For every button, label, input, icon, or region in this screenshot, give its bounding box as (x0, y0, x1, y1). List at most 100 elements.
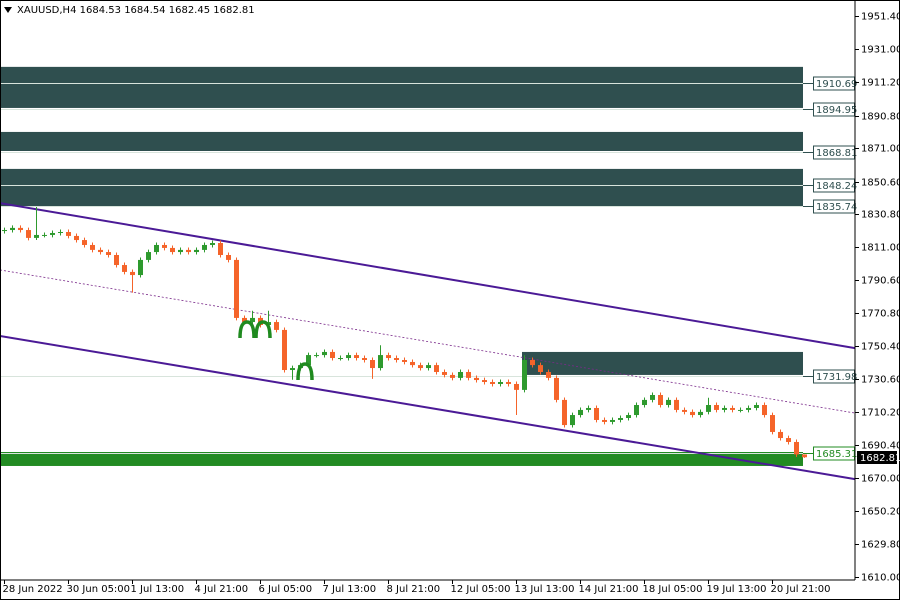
y-tick-label: 1610.00 (861, 573, 900, 584)
candle-body (370, 359, 375, 369)
candle-body (146, 252, 151, 260)
x-tick-label: 4 Jul 21:00 (195, 584, 249, 595)
candle-body (234, 259, 239, 318)
x-tick-label: 6 Jul 05:00 (259, 584, 313, 595)
candle-body (522, 359, 527, 390)
candle-body (314, 355, 319, 357)
candle-body (442, 371, 447, 375)
candle-body (770, 415, 775, 432)
candle-body (466, 371, 471, 378)
candle-body (554, 377, 559, 400)
zone (0, 66, 803, 108)
candle-body (714, 405, 719, 410)
candles (2, 207, 807, 458)
candle-body (322, 351, 327, 356)
candle-body (658, 394, 663, 406)
y-tick-label: 1951.40 (861, 12, 900, 23)
candle-body (74, 235, 79, 241)
zone (0, 168, 803, 207)
candle-body (626, 415, 631, 418)
y-tick-label: 1911.20 (861, 78, 900, 89)
current-price-box (857, 451, 897, 464)
x-tick-label: 8 Jul 21:00 (387, 584, 441, 595)
zones: 1910.69 1894.95 1868.81 1848.24 1835.74 1731.… (0, 66, 857, 466)
y-tick-label: 1730.60 (861, 375, 900, 386)
y-tick-label: 1629.80 (861, 540, 900, 551)
candle-body (698, 411, 703, 416)
candle-body (642, 399, 647, 406)
candle-body (754, 405, 759, 408)
candle-body (306, 355, 311, 366)
candle-body (490, 382, 495, 384)
candle-body (242, 317, 247, 323)
zone (0, 131, 803, 151)
y-tick-label: 1890.80 (861, 112, 900, 123)
level-label: 1894.95 (816, 105, 857, 116)
candle-body (418, 365, 423, 369)
y-tick-label: 1670.00 (861, 474, 900, 485)
zone (0, 452, 803, 466)
candle-body (706, 405, 711, 412)
y-tick-label: 1850.60 (861, 178, 900, 189)
candle-body (602, 419, 607, 422)
candle-body (98, 249, 103, 253)
y-tick-label: 1790.60 (861, 276, 900, 287)
candle-body (530, 359, 535, 366)
trendlines (0, 202, 856, 481)
candle-body (546, 371, 551, 378)
candle-body (378, 355, 383, 369)
candle-body (218, 243, 223, 256)
candle-body (354, 355, 359, 359)
candle-body (426, 365, 431, 369)
low-price: 1682.45 (169, 5, 210, 16)
candle-body (570, 415, 575, 426)
level-label: 1731.98 (816, 372, 857, 383)
candle-body (210, 243, 215, 245)
candle-body (330, 351, 335, 359)
y-tick-label: 1830.80 (861, 210, 900, 221)
candle-body (514, 383, 519, 390)
level-label: 1848.24 (816, 181, 857, 192)
x-tick-label: 13 Jul 13:00 (515, 584, 575, 595)
y-tick-label: 1931.00 (861, 45, 900, 56)
candle-body (586, 407, 591, 410)
candle-body (506, 382, 511, 384)
header: XAUUSD,H4 1684.53 1684.54 1682.45 1682.8… (4, 5, 255, 16)
x-tick-label: 7 Jul 13:00 (323, 584, 377, 595)
level-label: 1910.69 (816, 79, 857, 90)
candle-body (178, 249, 183, 253)
candle-body (594, 407, 599, 420)
candle-body (10, 227, 15, 231)
candle-body (738, 409, 743, 411)
y-tick-label: 1710.20 (861, 408, 900, 419)
pattern-markers (238, 320, 314, 381)
x-tick-label: 12 Jul 05:00 (451, 584, 511, 595)
candle-body (26, 230, 31, 238)
candle-body (434, 365, 439, 372)
candle-body (170, 247, 175, 253)
candle-body (114, 255, 119, 266)
candle-body (402, 359, 407, 362)
candle-body (690, 411, 695, 416)
candle-body (786, 438, 791, 442)
y-tick-label: 1650.20 (861, 507, 900, 518)
candle-body (482, 380, 487, 383)
candle-body (274, 322, 279, 330)
candle-body (66, 232, 71, 236)
y-tick-label: 1811.00 (861, 243, 900, 254)
candle-body (226, 255, 231, 260)
candle-body (666, 399, 671, 406)
candle-body (778, 431, 783, 439)
candle-body (682, 409, 687, 412)
candle-body (154, 244, 159, 253)
candle-body (2, 230, 7, 232)
trendline (0, 202, 856, 350)
candle-body (386, 355, 391, 359)
open-price: 1684.53 (80, 5, 121, 16)
candle-body (618, 417, 623, 420)
x-tick-label: 28 Jun 2022 (3, 584, 63, 595)
candle-body (450, 374, 455, 378)
candle-body (802, 454, 807, 458)
x-tick-label: 19 Jul 13:00 (707, 584, 767, 595)
